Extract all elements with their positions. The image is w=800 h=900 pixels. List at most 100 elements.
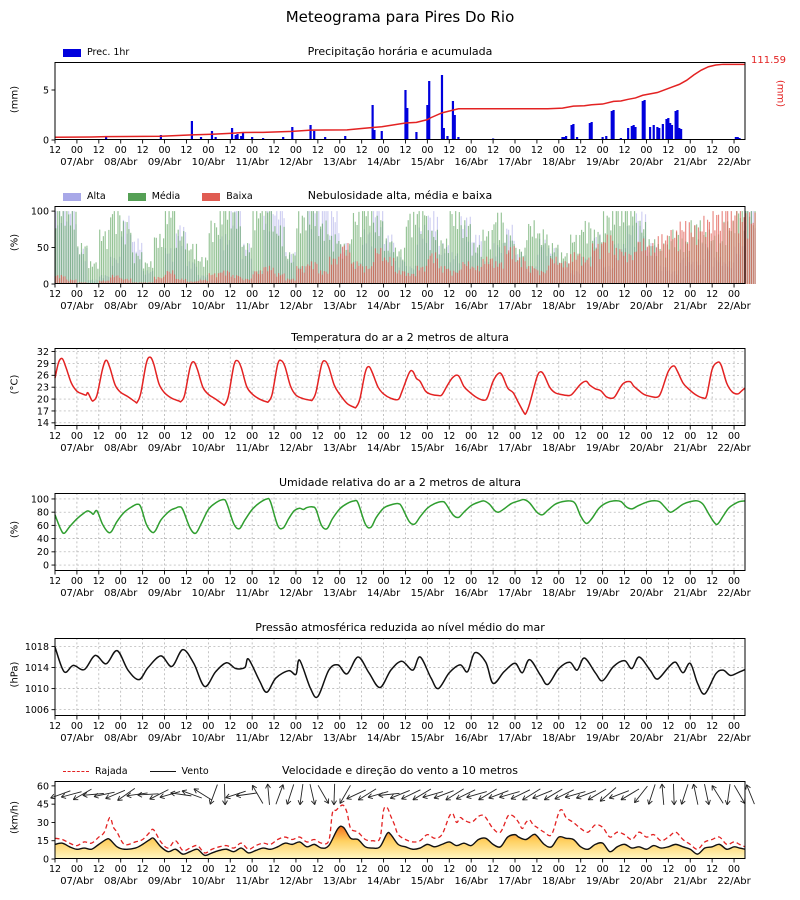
svg-text:12: 12 (49, 145, 61, 156)
alta-swatch (63, 192, 81, 201)
svg-text:00: 00 (115, 864, 127, 875)
svg-text:14/Abr: 14/Abr (367, 588, 401, 599)
svg-text:11/Abr: 11/Abr (235, 733, 269, 744)
svg-text:12: 12 (312, 289, 324, 300)
svg-text:00: 00 (158, 721, 170, 732)
svg-text:09/Abr: 09/Abr (148, 301, 182, 312)
svg-text:12: 12 (268, 864, 280, 875)
svg-text:00: 00 (334, 576, 346, 587)
svg-text:12: 12 (137, 145, 149, 156)
svg-text:00: 00 (202, 576, 214, 587)
svg-text:00: 00 (640, 431, 652, 442)
svg-text:00: 00 (202, 145, 214, 156)
svg-text:12: 12 (268, 289, 280, 300)
svg-text:12: 12 (93, 721, 105, 732)
svg-text:00: 00 (640, 864, 652, 875)
svg-text:12: 12 (356, 864, 368, 875)
svg-text:00: 00 (290, 289, 302, 300)
svg-text:00: 00 (334, 289, 346, 300)
svg-text:00: 00 (158, 576, 170, 587)
svg-text:22/Abr: 22/Abr (717, 588, 751, 599)
svg-text:12/Abr: 12/Abr (279, 443, 313, 454)
svg-text:12: 12 (531, 721, 543, 732)
svg-text:19/Abr: 19/Abr (586, 443, 620, 454)
svg-text:00: 00 (553, 576, 565, 587)
svg-text:00: 00 (597, 576, 609, 587)
svg-text:00: 00 (421, 289, 433, 300)
svg-text:00: 00 (290, 431, 302, 442)
svg-text:12: 12 (180, 721, 192, 732)
svg-text:00: 00 (640, 576, 652, 587)
svg-text:12: 12 (93, 864, 105, 875)
svg-text:12/Abr: 12/Abr (279, 301, 313, 312)
svg-text:19/Abr: 19/Abr (586, 733, 620, 744)
svg-text:12: 12 (706, 721, 718, 732)
svg-text:12: 12 (618, 145, 630, 156)
svg-text:00: 00 (553, 721, 565, 732)
svg-text:12: 12 (93, 289, 105, 300)
precipitation-title: Precipitação horária e acumulada (307, 45, 493, 58)
svg-text:00: 00 (202, 721, 214, 732)
svg-text:00: 00 (553, 289, 565, 300)
humidity-chart: 12 00 12 00 12 00 12 00 12 00 12 00 12 00 12 00 12 00 12 00… (31, 493, 752, 599)
svg-text:17/Abr: 17/Abr (498, 157, 532, 168)
svg-text:12: 12 (93, 576, 105, 587)
svg-text:00: 00 (71, 289, 83, 300)
svg-text:00: 00 (421, 864, 433, 875)
svg-text:00: 00 (684, 864, 696, 875)
svg-text:00: 00 (597, 431, 609, 442)
svg-text:09/Abr: 09/Abr (148, 157, 182, 168)
svg-text:12: 12 (662, 145, 674, 156)
svg-text:10/Abr: 10/Abr (192, 301, 226, 312)
svg-text:13/Abr: 13/Abr (323, 157, 357, 168)
svg-text:20/Abr: 20/Abr (630, 443, 664, 454)
svg-text:00: 00 (246, 721, 258, 732)
svg-text:12: 12 (224, 289, 236, 300)
panel-humidity: Umidade relativa do ar a 2 metros de alt… (0, 467, 800, 607)
svg-text:00: 00 (378, 289, 390, 300)
svg-text:14/Abr: 14/Abr (367, 876, 401, 887)
precipitation-legend: Prec. 1hr (63, 47, 129, 58)
svg-text:00: 00 (509, 576, 521, 587)
svg-text:13/Abr: 13/Abr (323, 876, 357, 887)
svg-text:21/Abr: 21/Abr (674, 443, 708, 454)
svg-text:15/Abr: 15/Abr (411, 301, 445, 312)
svg-text:40: 40 (37, 534, 49, 545)
svg-text:12: 12 (443, 864, 455, 875)
svg-text:18/Abr: 18/Abr (542, 733, 576, 744)
svg-text:1006: 1006 (25, 705, 49, 716)
svg-text:00: 00 (684, 721, 696, 732)
svg-text:12: 12 (268, 431, 280, 442)
svg-text:11/Abr: 11/Abr (235, 588, 269, 599)
svg-text:12: 12 (531, 431, 543, 442)
svg-text:60: 60 (37, 781, 49, 792)
svg-text:19/Abr: 19/Abr (586, 876, 620, 887)
svg-text:16/Abr: 16/Abr (454, 301, 488, 312)
svg-text:45: 45 (37, 800, 49, 811)
svg-text:00: 00 (71, 721, 83, 732)
svg-text:12: 12 (662, 864, 674, 875)
svg-text:12: 12 (137, 431, 149, 442)
svg-text:12: 12 (531, 576, 543, 587)
cloud-ylabel: (%) (9, 233, 21, 252)
svg-text:80: 80 (37, 508, 49, 519)
svg-text:12: 12 (224, 864, 236, 875)
svg-text:0: 0 (43, 279, 49, 290)
svg-text:12: 12 (356, 721, 368, 732)
svg-text:12: 12 (399, 289, 411, 300)
svg-text:1018: 1018 (25, 642, 49, 653)
svg-text:20/Abr: 20/Abr (630, 733, 664, 744)
svg-text:22/Abr: 22/Abr (717, 157, 751, 168)
svg-text:12: 12 (706, 289, 718, 300)
svg-text:13/Abr: 13/Abr (323, 301, 357, 312)
svg-text:00: 00 (290, 864, 302, 875)
svg-text:15/Abr: 15/Abr (411, 876, 445, 887)
svg-text:12: 12 (356, 431, 368, 442)
svg-text:00: 00 (597, 721, 609, 732)
svg-text:00: 00 (465, 431, 477, 442)
svg-text:19/Abr: 19/Abr (586, 301, 620, 312)
svg-text:00: 00 (728, 145, 740, 156)
svg-text:12/Abr: 12/Abr (279, 733, 313, 744)
svg-text:09/Abr: 09/Abr (148, 443, 182, 454)
svg-text:08/Abr: 08/Abr (104, 588, 138, 599)
